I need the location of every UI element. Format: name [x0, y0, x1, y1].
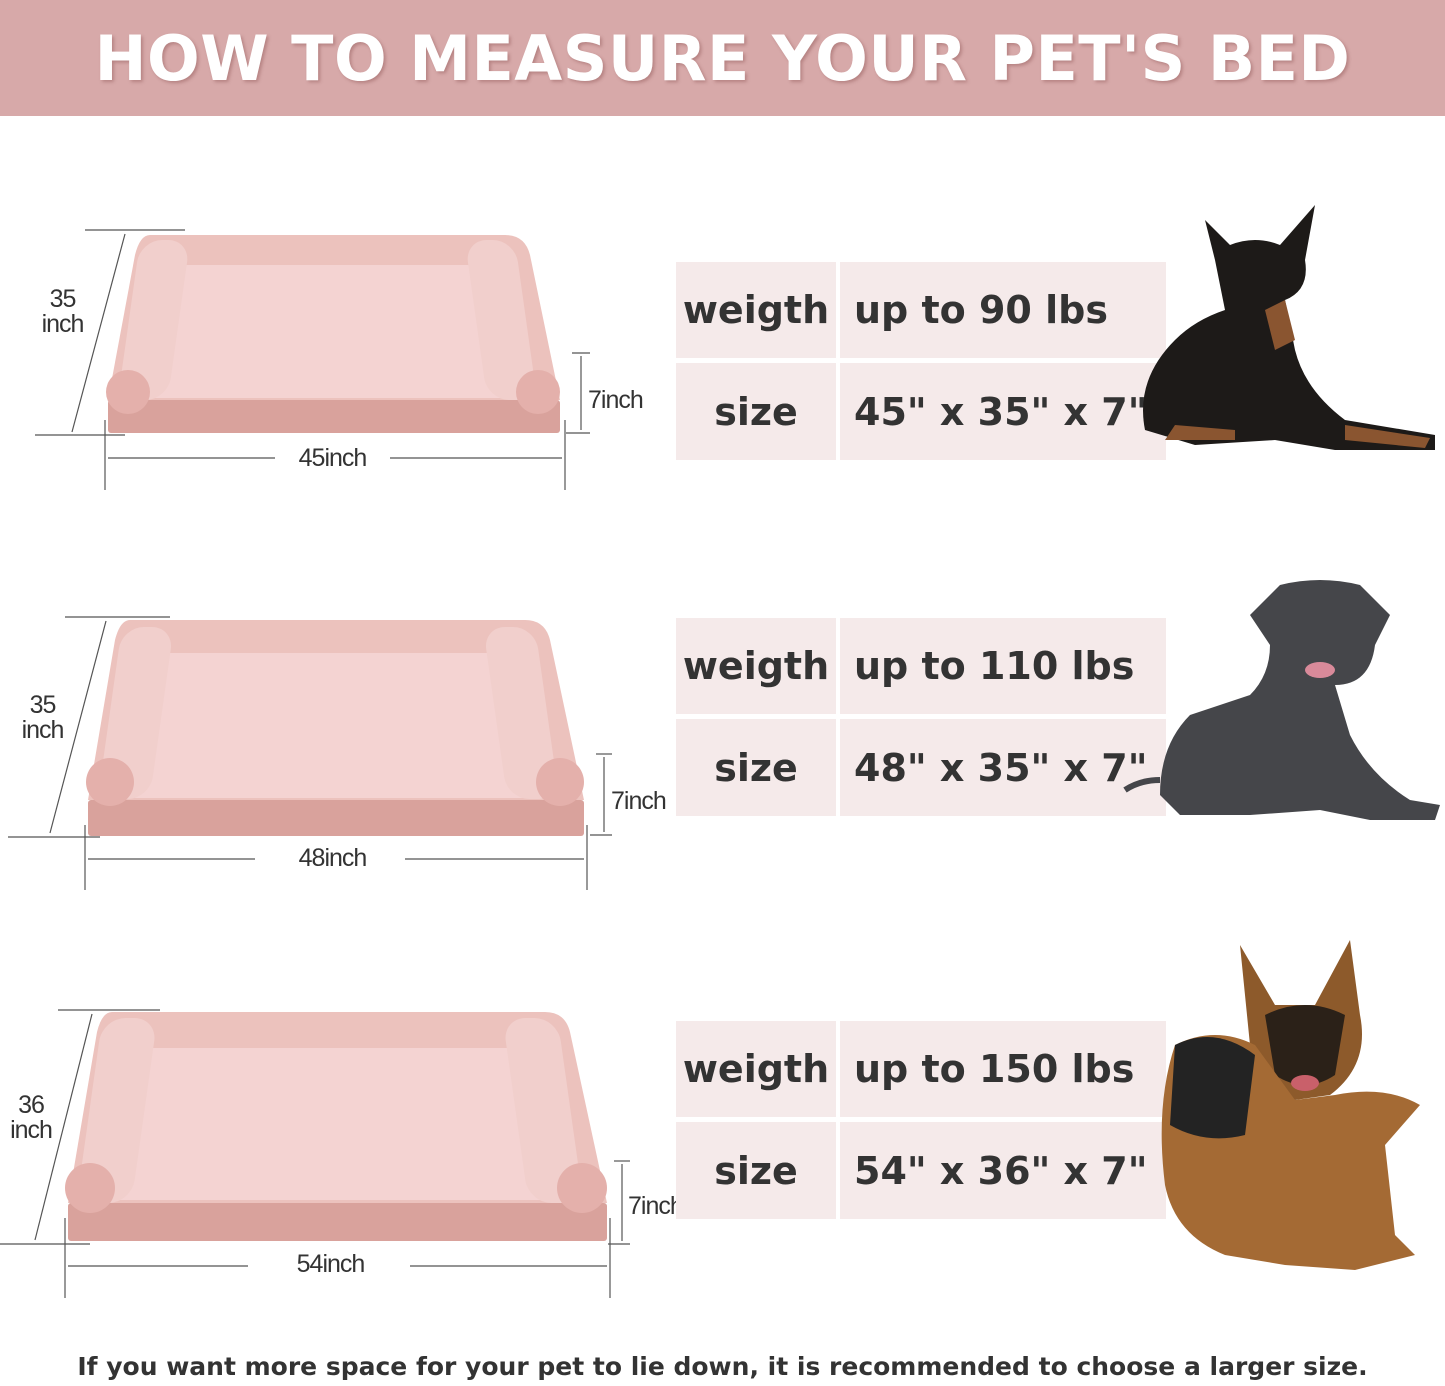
header-banner: HOW TO MEASURE YOUR PET'S BED [0, 0, 1445, 116]
bed-diagram [8, 616, 612, 890]
height-label: 7inch [611, 787, 667, 815]
great-dane-dog-image [1123, 580, 1440, 820]
length-label: 54inch [296, 1250, 366, 1278]
weight-label: weigth [676, 618, 836, 714]
size-section-1: 35 inch 7inch 45inch weigth up to 90 lbs… [0, 205, 1445, 520]
size-label: size [676, 719, 836, 816]
weight-label: weigth [676, 1021, 836, 1117]
weight-value: up to 90 lbs [840, 262, 1166, 358]
width-unit: inch [41, 310, 85, 338]
width-label: 35 inch [30, 287, 95, 337]
size-label: size [676, 1122, 836, 1219]
height-label: 7inch [628, 1192, 684, 1220]
width-unit: inch [21, 716, 65, 744]
size-section-3: 36 inch 7inch 54inch weigth up to 150 lb… [0, 940, 1445, 1300]
height-label: 7inch [588, 386, 644, 414]
size-value: 54" x 36" x 7" [840, 1122, 1166, 1219]
width-value: 35 [49, 285, 77, 313]
length-label: 45inch [298, 444, 368, 472]
page-title: HOW TO MEASURE YOUR PET'S BED [94, 21, 1351, 95]
width-value: 36 [18, 1091, 45, 1119]
size-value: 45" x 35" x 7" [840, 363, 1166, 460]
german-shepherd-dog-image [1161, 940, 1420, 1270]
width-unit: inch [10, 1116, 53, 1144]
bed-diagram [35, 229, 590, 490]
width-label: 35 inch [10, 693, 75, 743]
length-label: 48inch [298, 844, 368, 872]
weight-value: up to 110 lbs [840, 618, 1166, 714]
weight-value: up to 150 lbs [840, 1021, 1166, 1117]
doberman-dog-image [1143, 205, 1435, 450]
bed-diagram [0, 1009, 630, 1298]
size-label: size [676, 363, 836, 460]
weight-label: weigth [676, 262, 836, 358]
width-value: 35 [29, 691, 57, 719]
footer-note: If you want more space for your pet to l… [77, 1352, 1368, 1381]
size-section-2: 35 inch 7inch 48inch weigth up to 110 lb… [0, 580, 1445, 905]
size-value: 48" x 35" x 7" [840, 719, 1166, 816]
width-label: 36 inch [0, 1093, 62, 1143]
